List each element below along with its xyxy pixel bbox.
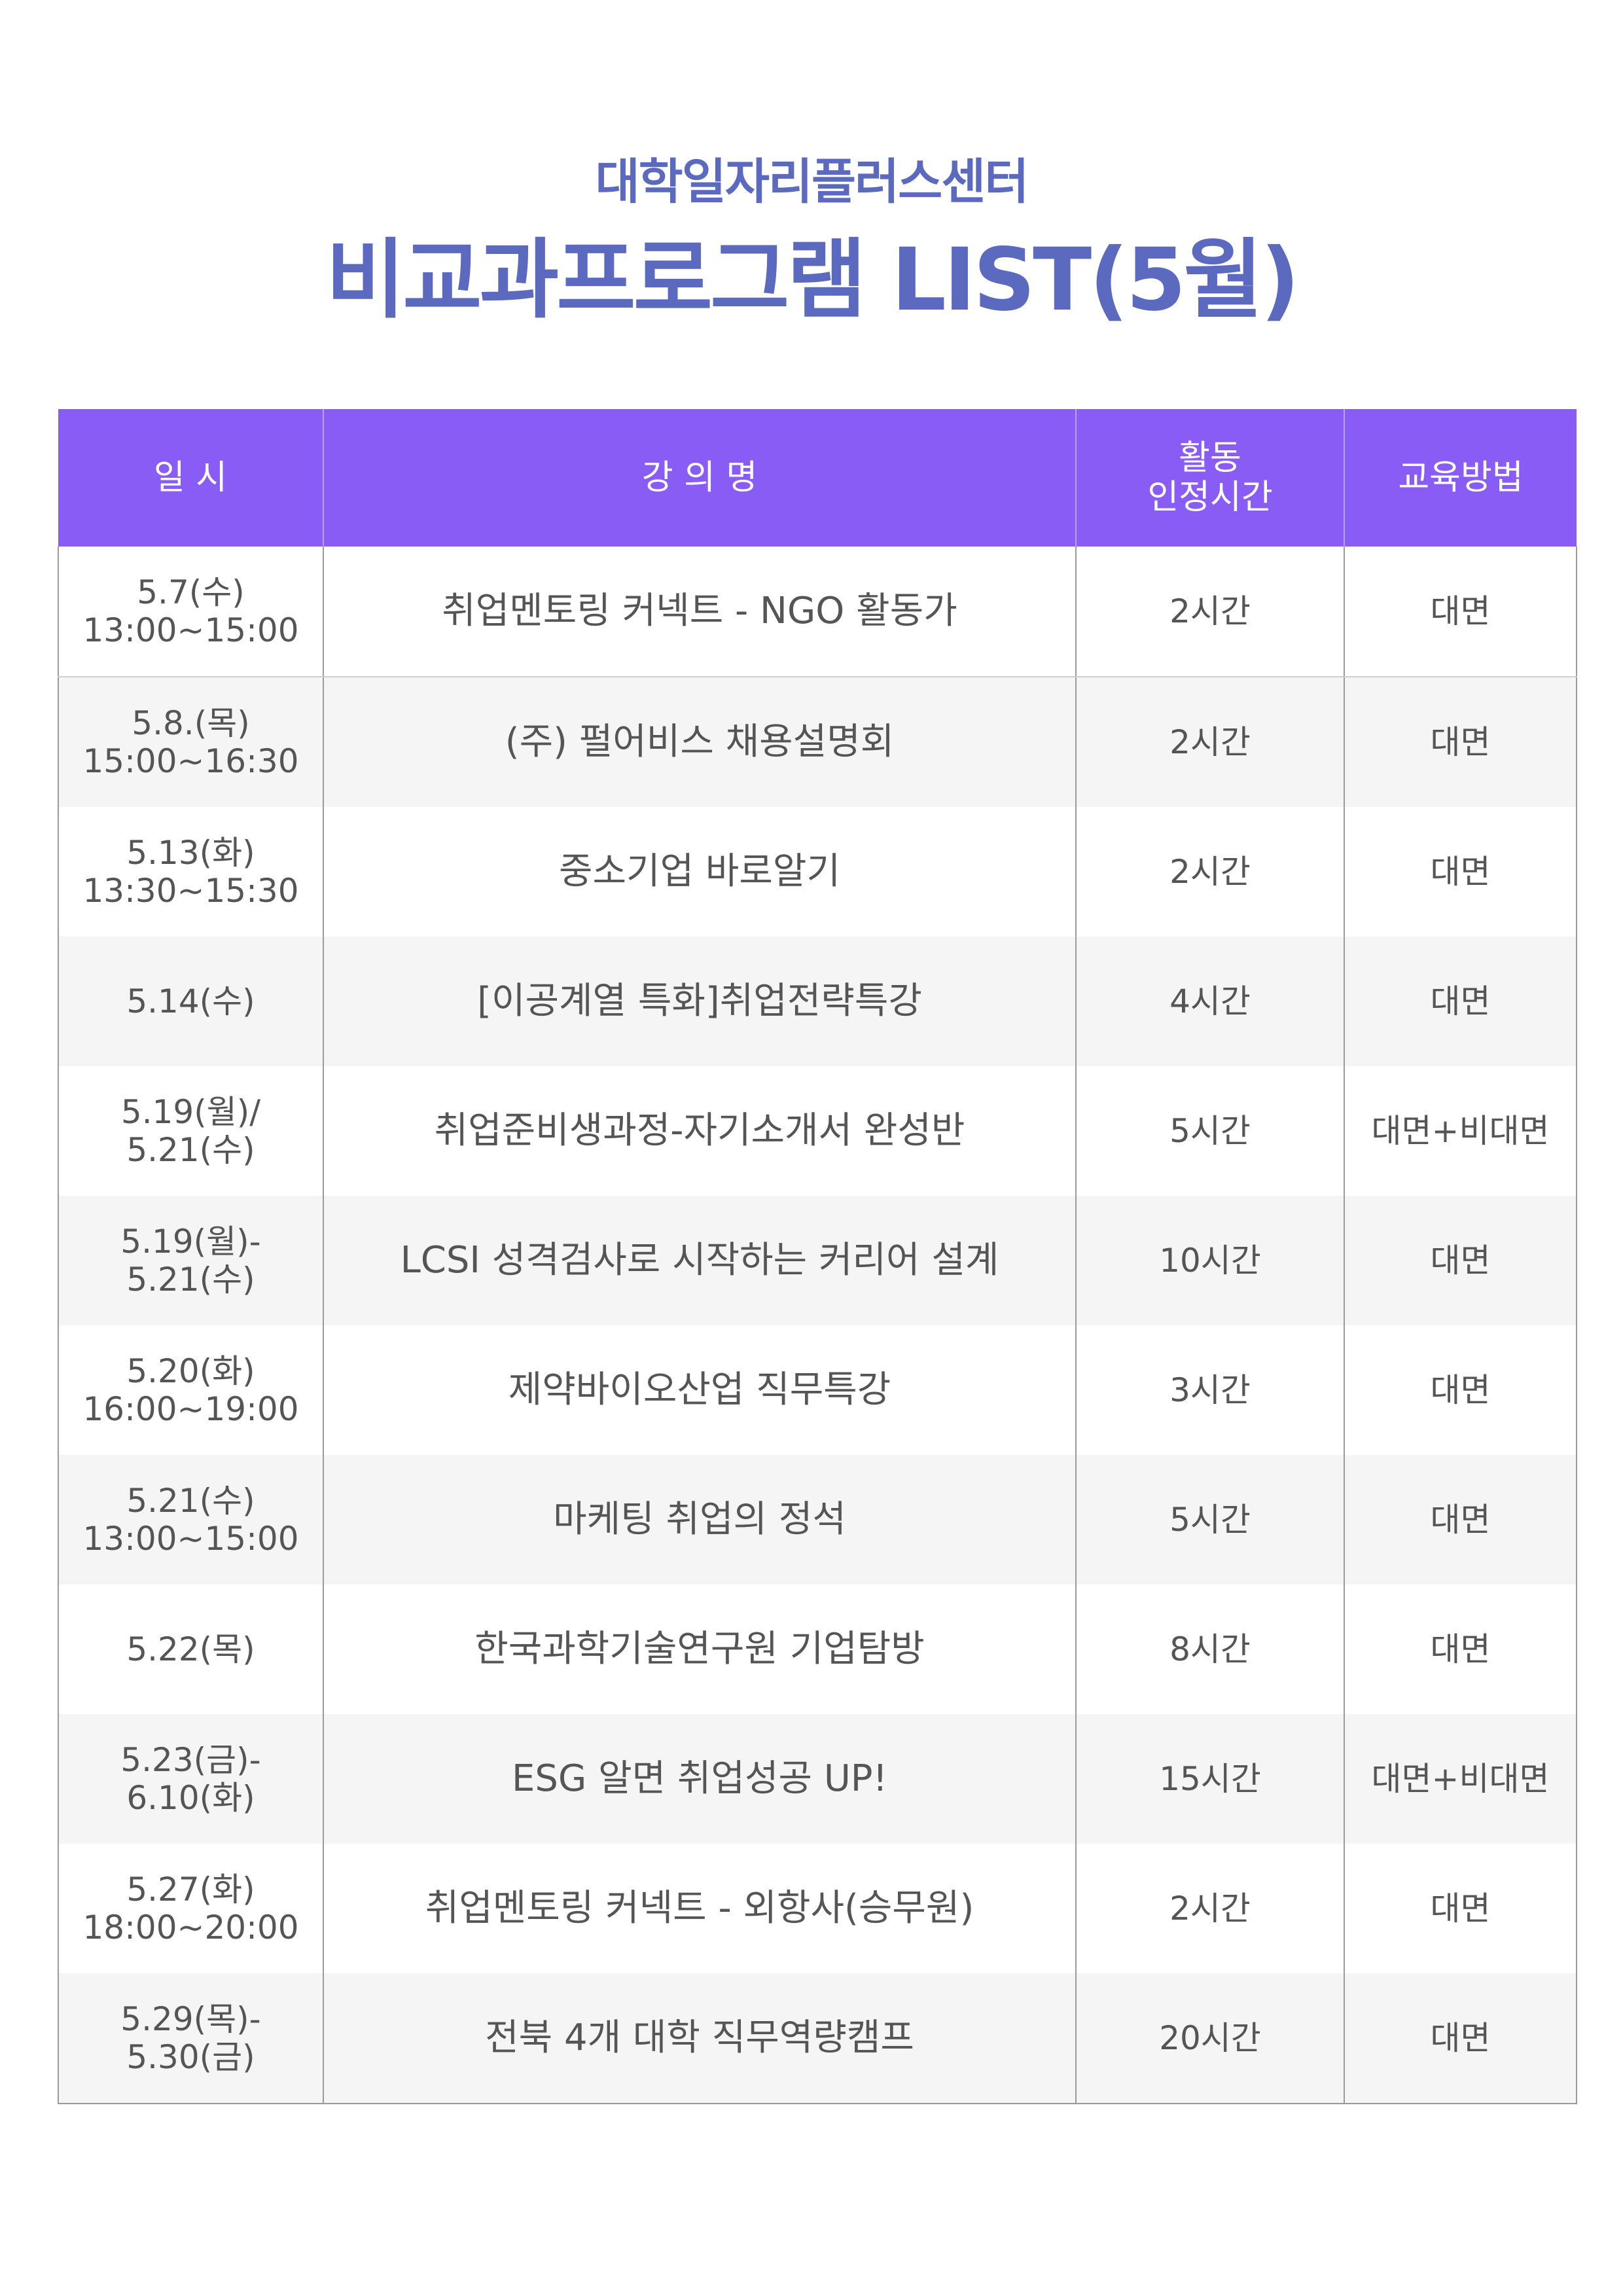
- header-date: 일 시: [58, 409, 323, 547]
- cell-program-name: 중소기업 바로알기: [323, 807, 1076, 937]
- date-line-2: 13:30~15:30: [82, 872, 299, 910]
- cell-hours: 2시간: [1075, 1844, 1344, 1973]
- table-row: 5.23(금)- 6.10(화) ESG 알면 취업성공 UP! 15시간 대면+비대면: [58, 1714, 1577, 1844]
- cell-date: 5.21(수) 13:00~15:00: [58, 1455, 323, 1585]
- table-row: 5.21(수) 13:00~15:00 마케팅 취업의 정석 5시간 대면: [58, 1455, 1577, 1585]
- date-line-1: 5.22(목): [126, 1630, 255, 1668]
- cell-hours: 10시간: [1075, 1196, 1344, 1325]
- date-line-1: 5.27(화): [126, 1871, 255, 1909]
- cell-method: 대면: [1344, 547, 1577, 677]
- cell-program-name: 마케팅 취업의 정석: [323, 1455, 1076, 1585]
- header-name: 강 의 명: [323, 409, 1076, 547]
- cell-method: 대면: [1344, 1196, 1577, 1325]
- cell-hours: 15시간: [1075, 1714, 1344, 1844]
- cell-program-name: [이공계열 특화]취업전략특강: [323, 937, 1076, 1066]
- cell-method: 대면: [1344, 1325, 1577, 1455]
- cell-method: 대면: [1344, 937, 1577, 1066]
- date-line-2: 15:00~16:30: [82, 742, 299, 780]
- date-line-1: 5.20(화): [126, 1352, 255, 1390]
- table-row: 5.29(목)- 5.30(금) 전북 4개 대학 직무역량캠프 20시간 대면: [58, 1973, 1577, 2104]
- cell-hours: 5시간: [1075, 1455, 1344, 1585]
- date-line-2: 13:00~15:00: [82, 611, 299, 649]
- cell-program-name: 취업멘토링 커넥트 - NGO 활동가: [323, 547, 1076, 677]
- cell-date: 5.14(수): [58, 937, 323, 1066]
- date-line-1: 5.19(월)/: [120, 1093, 261, 1131]
- cell-program-name: ESG 알면 취업성공 UP!: [323, 1714, 1076, 1844]
- date-line-1: 5.8.(목): [132, 704, 250, 742]
- date-line-1: 5.13(화): [126, 834, 255, 872]
- cell-hours: 5시간: [1075, 1066, 1344, 1196]
- page-title: 비교과프로그램 LIST(5월): [325, 230, 1300, 331]
- date-line-2: 13:00~15:00: [82, 1520, 299, 1558]
- cell-date: 5.8.(목) 15:00~16:30: [58, 677, 323, 807]
- center-subtitle: 대학일자리플러스센터: [595, 154, 1029, 210]
- date-line-1: 5.29(목)-: [120, 2000, 261, 2038]
- table-row: 5.13(화) 13:30~15:30 중소기업 바로알기 2시간 대면: [58, 807, 1577, 937]
- cell-date: 5.7(수) 13:00~15:00: [58, 547, 323, 677]
- cell-date: 5.19(월)- 5.21(수): [58, 1196, 323, 1325]
- date-line-2: 5.21(수): [126, 1261, 255, 1299]
- header-method: 교육방법: [1344, 409, 1577, 547]
- table-row: 5.27(화) 18:00~20:00 취업멘토링 커넥트 - 외항사(승무원) 2시…: [58, 1844, 1577, 1973]
- cell-hours: 2시간: [1075, 547, 1344, 677]
- date-line-1: 5.21(수): [126, 1482, 255, 1520]
- cell-hours: 4시간: [1075, 937, 1344, 1066]
- cell-date: 5.29(목)- 5.30(금): [58, 1973, 323, 2104]
- cell-program-name: 제약바이오산업 직무특강: [323, 1325, 1076, 1455]
- table-row: 5.19(월)/5.21(수) 취업준비생과정-자기소개서 완성반 5시간 대면+비대…: [58, 1066, 1577, 1196]
- table-row: 5.20(화) 16:00~19:00 제약바이오산업 직무특강 3시간 대면: [58, 1325, 1577, 1455]
- table-row: 5.22(목) 한국과학기술연구원 기업탐방 8시간 대면: [58, 1585, 1577, 1714]
- cell-program-name: (주) 펄어비스 채용설명회: [323, 677, 1076, 807]
- cell-program-name: 한국과학기술연구원 기업탐방: [323, 1585, 1076, 1714]
- cell-method: 대면: [1344, 1585, 1577, 1714]
- cell-program-name: 취업준비생과정-자기소개서 완성반: [323, 1066, 1076, 1196]
- table-row: 5.14(수) [이공계열 특화]취업전략특강 4시간 대면: [58, 937, 1577, 1066]
- date-line-2: 5.30(금): [126, 2038, 255, 2076]
- cell-hours: 2시간: [1075, 677, 1344, 807]
- date-line-2: 16:00~19:00: [82, 1390, 299, 1428]
- header-hours: 활동 인정시간: [1075, 409, 1344, 547]
- cell-date: 5.23(금)- 6.10(화): [58, 1714, 323, 1844]
- cell-date: 5.19(월)/5.21(수): [58, 1066, 323, 1196]
- cell-hours: 20시간: [1075, 1973, 1344, 2104]
- program-table: 일 시 강 의 명 활동 인정시간 교육방법 5.7(수) 13:00~15:00…: [58, 409, 1577, 2104]
- cell-date: 5.13(화) 13:30~15:30: [58, 807, 323, 937]
- date-line-1: 5.19(월)-: [120, 1223, 261, 1261]
- cell-program-name: 전북 4개 대학 직무역량캠프: [323, 1973, 1076, 2104]
- header-hours-line2: 인정시간: [1147, 478, 1273, 517]
- cell-method: 대면+비대면: [1344, 1066, 1577, 1196]
- date-line-2: 6.10(화): [126, 1779, 255, 1817]
- date-line-1: 5.14(수): [126, 982, 255, 1020]
- date-line-2: 5.21(수): [126, 1131, 255, 1169]
- cell-program-name: 취업멘토링 커넥트 - 외항사(승무원): [323, 1844, 1076, 1973]
- table-row: 5.8.(목) 15:00~16:30 (주) 펄어비스 채용설명회 2시간 대면: [58, 677, 1577, 807]
- cell-method: 대면: [1344, 1973, 1577, 2104]
- cell-program-name: LCSI 성격검사로 시작하는 커리어 설계: [323, 1196, 1076, 1325]
- cell-method: 대면: [1344, 677, 1577, 807]
- cell-date: 5.20(화) 16:00~19:00: [58, 1325, 323, 1455]
- table-header-row: 일 시 강 의 명 활동 인정시간 교육방법: [58, 409, 1577, 547]
- cell-method: 대면+비대면: [1344, 1714, 1577, 1844]
- cell-method: 대면: [1344, 1455, 1577, 1585]
- table-row: 5.19(월)- 5.21(수) LCSI 성격검사로 시작하는 커리어 설계 10시…: [58, 1196, 1577, 1325]
- date-line-1: 5.23(금)-: [120, 1741, 261, 1779]
- cell-date: 5.27(화) 18:00~20:00: [58, 1844, 323, 1973]
- date-line-2: 18:00~20:00: [82, 1909, 299, 1946]
- cell-hours: 3시간: [1075, 1325, 1344, 1455]
- table-row: 5.7(수) 13:00~15:00 취업멘토링 커넥트 - NGO 활동가 2시간 대…: [58, 547, 1577, 677]
- cell-method: 대면: [1344, 807, 1577, 937]
- cell-hours: 2시간: [1075, 807, 1344, 937]
- cell-date: 5.22(목): [58, 1585, 323, 1714]
- date-line-1: 5.7(수): [137, 573, 245, 611]
- cell-hours: 8시간: [1075, 1585, 1344, 1714]
- cell-method: 대면: [1344, 1844, 1577, 1973]
- header-hours-line1: 활동: [1179, 439, 1241, 478]
